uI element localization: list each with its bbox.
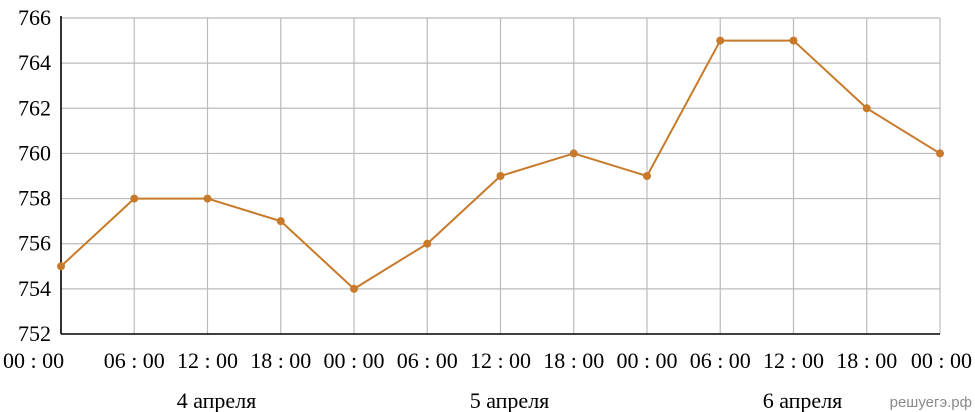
y-tick-label: 758 [18, 186, 51, 211]
x-tick-label: 18 : 00 [250, 348, 311, 373]
x-tick-label: 00 : 00 [3, 348, 64, 373]
x-tick-label: 00 : 00 [911, 348, 972, 373]
y-tick-labels: 752 754 756 758 760 762 764 766 [18, 5, 51, 346]
series-points [57, 36, 944, 293]
y-tick-label: 760 [18, 140, 51, 165]
data-point [862, 104, 871, 113]
data-point [423, 239, 432, 248]
x-tick-label: 06 : 00 [104, 348, 165, 373]
y-tick-label: 754 [18, 276, 51, 301]
x-tick-labels: 00 : 00 06 : 00 12 : 00 18 : 00 00 : 00 06 : … [3, 348, 972, 373]
grid-lines [61, 17, 941, 334]
x-tick-label: 12 : 00 [470, 348, 531, 373]
data-point [643, 172, 651, 180]
x-tick-label: 06 : 00 [397, 348, 458, 373]
watermark-text: решуегэ.рф [890, 394, 972, 411]
x-tick-label: 06 : 00 [690, 348, 751, 373]
data-point [130, 194, 139, 203]
data-point [57, 262, 65, 271]
day-label: 4 апреля [177, 388, 257, 412]
day-labels: 4 апреля 5 апреля 6 апреля [177, 388, 843, 412]
x-tick-label: 12 : 00 [177, 348, 238, 373]
axes [60, 16, 940, 335]
x-tick-label: 00 : 00 [323, 348, 384, 373]
data-point [936, 149, 944, 158]
y-tick-label: 752 [18, 321, 51, 346]
x-tick-label: 18 : 00 [543, 348, 604, 373]
y-tick-label: 762 [18, 95, 51, 120]
data-point [789, 36, 798, 45]
day-label: 5 апреля [470, 388, 550, 412]
day-label: 6 апреля [763, 388, 843, 412]
x-tick-label: 18 : 00 [836, 348, 897, 373]
y-tick-label: 764 [18, 50, 51, 75]
data-point [350, 284, 358, 293]
data-point [203, 194, 212, 203]
y-tick-label: 766 [18, 5, 51, 30]
data-point [496, 172, 505, 180]
data-point [716, 36, 725, 45]
x-tick-label: 12 : 00 [763, 348, 824, 373]
x-tick-label: 00 : 00 [616, 348, 677, 373]
data-point [569, 149, 578, 158]
data-point [276, 217, 285, 226]
y-tick-label: 756 [18, 231, 51, 256]
